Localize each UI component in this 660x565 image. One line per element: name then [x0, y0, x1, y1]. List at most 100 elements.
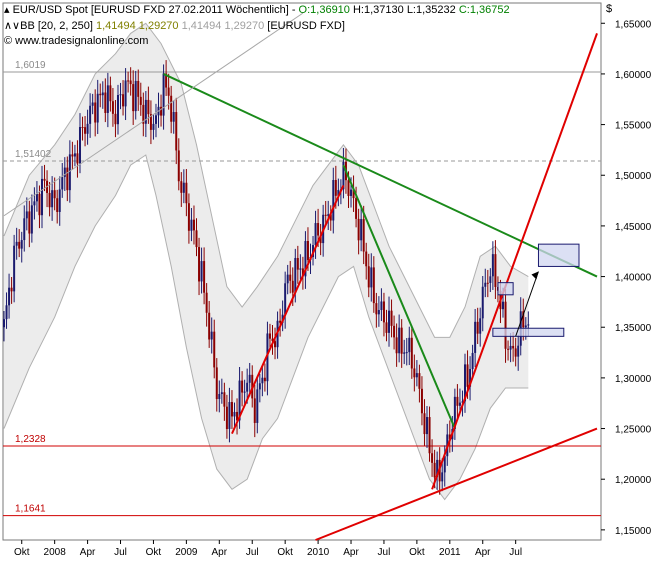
candle-body: [428, 417, 431, 454]
header-line-1: ▴ EUR/USD Spot [EURUSD FXD 27.02.2011 Wö…: [4, 4, 510, 16]
y-tick-label: 1,65000: [615, 19, 652, 30]
candle-body: [481, 286, 484, 319]
candle-body: [268, 333, 271, 339]
candle-body: [469, 369, 472, 387]
candle-body: [198, 247, 201, 282]
candle-body: [175, 112, 178, 151]
candle-body: [223, 392, 226, 407]
candle-body: [154, 115, 157, 124]
candle-body: [76, 153, 79, 164]
trendline-green-0: [163, 73, 598, 278]
candle-body: [431, 453, 434, 463]
candle-body: [337, 190, 340, 196]
candle-body: [225, 406, 228, 430]
candle-body: [66, 167, 69, 191]
x-tick-label: 2011: [439, 547, 461, 558]
candle-body: [329, 214, 332, 221]
candle-body: [291, 280, 294, 293]
candle-body: [200, 261, 203, 282]
candle-body: [266, 333, 269, 382]
low-value: L:1,35232: [406, 4, 456, 16]
bollinger-upper-line: [3, 22, 529, 338]
copyright-url: www.tradesignalonline.com: [15, 35, 149, 47]
indicator-icon: ∧∨: [4, 20, 21, 32]
candle-body: [306, 240, 309, 260]
candle-body: [192, 219, 195, 231]
trendline-gray-5: [3, 12, 304, 217]
trendline-red-4: [315, 427, 598, 541]
candle-body: [86, 123, 89, 134]
candle-body: [35, 193, 38, 202]
candle-body: [390, 310, 393, 326]
candle-body: [210, 331, 213, 340]
candle-body: [426, 417, 429, 435]
candle-body: [236, 411, 239, 421]
candle-body: [301, 268, 304, 277]
band-source: [EURUSD FXD]: [267, 20, 345, 32]
level-label-0: 1,6019: [15, 60, 46, 71]
candle-body: [256, 389, 259, 423]
candle-body: [63, 167, 66, 177]
candle-body: [350, 189, 353, 196]
candle-body: [448, 434, 451, 440]
candle-body: [365, 251, 368, 267]
candle-body: [491, 254, 494, 277]
y-tick-label: 1,25000: [615, 425, 652, 436]
indicator-label: BB [20, 2, 250]: [20, 20, 93, 32]
target-box-small: [497, 282, 514, 296]
x-tick-label: 2010: [307, 547, 330, 558]
candle-body: [527, 324, 530, 326]
x-tick-label: 2009: [175, 547, 198, 558]
candle-body: [398, 327, 401, 354]
candle-body: [517, 345, 520, 357]
candle-body: [380, 301, 383, 311]
y-tick-label: 1,35000: [615, 323, 652, 334]
candle-body: [119, 94, 122, 96]
candle-body: [372, 267, 375, 304]
band-middle: 1,29270: [138, 20, 179, 32]
candle-body: [284, 283, 287, 315]
candle-body: [494, 254, 497, 287]
candle-body: [370, 267, 373, 288]
candle-body: [134, 80, 137, 112]
candle-body: [144, 99, 147, 124]
candle-body: [441, 472, 444, 482]
x-tick-label: Okt: [277, 547, 293, 558]
candle-body: [294, 258, 297, 293]
candle-body: [304, 240, 307, 277]
candle-body: [342, 161, 345, 190]
candle-body: [360, 219, 363, 241]
bollinger-fill: [4, 23, 529, 500]
candle-body: [436, 459, 439, 478]
candle-body: [476, 321, 479, 334]
candle-body: [38, 193, 41, 216]
candle-body: [241, 380, 244, 393]
x-tick-label: Jul: [114, 547, 127, 558]
candle-body: [182, 182, 185, 193]
candle-body: [420, 388, 423, 414]
candle-body: [258, 383, 261, 390]
candle-body: [289, 274, 292, 281]
candle-body: [357, 218, 360, 241]
candle-body: [413, 368, 416, 378]
candle-body: [347, 180, 350, 196]
candle-body: [30, 205, 33, 234]
candle-body: [180, 181, 183, 193]
candle-body: [317, 223, 320, 236]
header-line-2: ∧∨BB [20, 2, 250] 1,41494 1,29270 1,4149…: [4, 19, 345, 32]
y-tick-label: 1,60000: [615, 70, 652, 81]
candle-body: [8, 287, 11, 306]
candle-body: [415, 373, 418, 378]
candle-body: [149, 114, 152, 130]
candle-body: [286, 274, 289, 284]
candle-body: [58, 189, 61, 212]
candle-body: [170, 95, 173, 122]
candle-body: [43, 178, 46, 181]
candle-body: [367, 266, 370, 288]
candle-body: [127, 80, 130, 82]
candle-body: [271, 338, 274, 342]
candle-body: [177, 150, 180, 182]
candle-body: [185, 182, 188, 204]
candle-body: [20, 240, 23, 249]
y-tick-label: 1,15000: [615, 526, 652, 537]
